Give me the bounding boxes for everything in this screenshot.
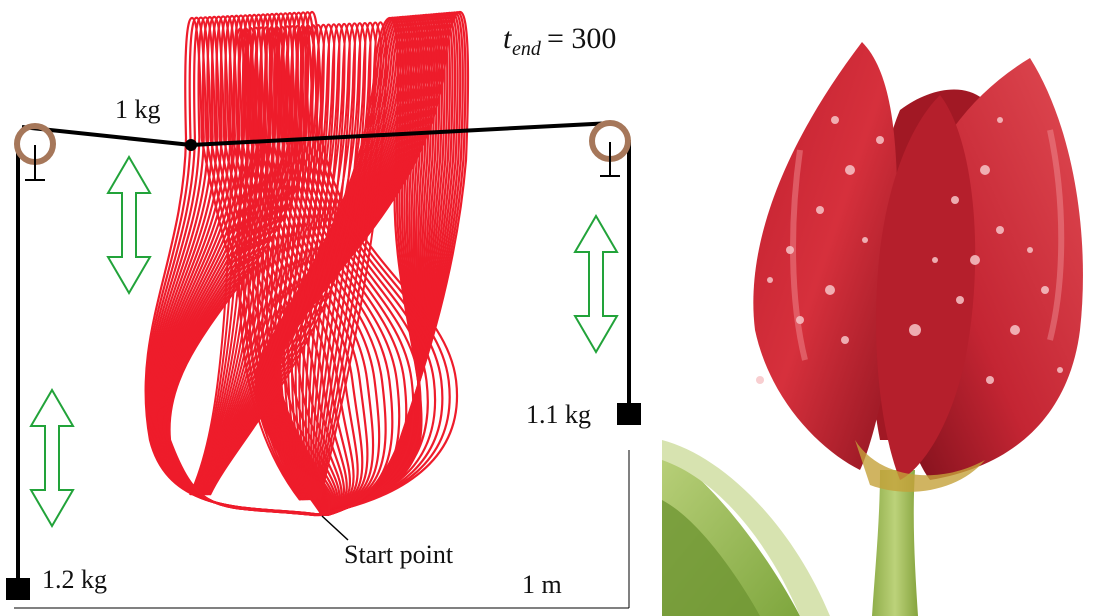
tulip-photo — [662, 42, 1083, 616]
start-point-label: Start point — [344, 540, 454, 569]
tulip-petal-left — [753, 42, 898, 470]
mass-left-label: 1.2 kg — [42, 565, 107, 594]
trajectory-curve-left — [168, 10, 459, 517]
double-arrow-icon-lower-left — [29, 388, 75, 528]
central-mass-dot — [185, 139, 197, 151]
double-arrow-icon-right — [573, 214, 619, 354]
trajectory-curve-middle — [205, 22, 362, 501]
right-mass-block — [617, 403, 641, 425]
trajectory-curve-middle — [207, 21, 377, 501]
trajectory-curve-middle — [203, 23, 346, 501]
double-arrow-icon-upper-left — [106, 155, 152, 295]
trajectory-curve-middle — [206, 22, 367, 501]
mass-top-label: 1 kg — [115, 95, 161, 124]
trajectory-curve-middle — [191, 26, 304, 501]
time-value: = 300 — [547, 22, 616, 55]
right-pulley-icon — [589, 120, 631, 177]
trajectory-curve-right — [277, 10, 470, 517]
time-end-label: t end = 300 — [503, 22, 616, 60]
tulip-leaf-upper — [662, 440, 830, 616]
trajectory-curve-middle — [209, 21, 388, 501]
tulip-stem — [872, 470, 918, 616]
tulip-base — [855, 440, 985, 492]
trajectory-curve-middle — [208, 21, 382, 501]
time-subscript: end — [512, 38, 542, 60]
trajectory-curve-middle — [202, 23, 341, 501]
tulip-petal-center — [876, 95, 976, 480]
left-mass-block — [6, 578, 30, 600]
start-point-leader — [321, 515, 349, 541]
trajectory-curve-middle — [204, 22, 356, 501]
dew-drops — [756, 116, 1063, 384]
scale-label: 1 m — [522, 570, 562, 599]
mass-right-label: 1.1 kg — [526, 400, 591, 429]
trajectory-curve-middle — [195, 25, 308, 501]
left-pulley-icon — [14, 123, 56, 181]
trajectory-bundle — [144, 10, 470, 517]
trajectory-curve-middle — [203, 22, 351, 501]
tulip-leaf-right — [662, 500, 760, 616]
time-symbol: t — [503, 22, 512, 55]
trajectory-curve-middle — [206, 21, 372, 501]
